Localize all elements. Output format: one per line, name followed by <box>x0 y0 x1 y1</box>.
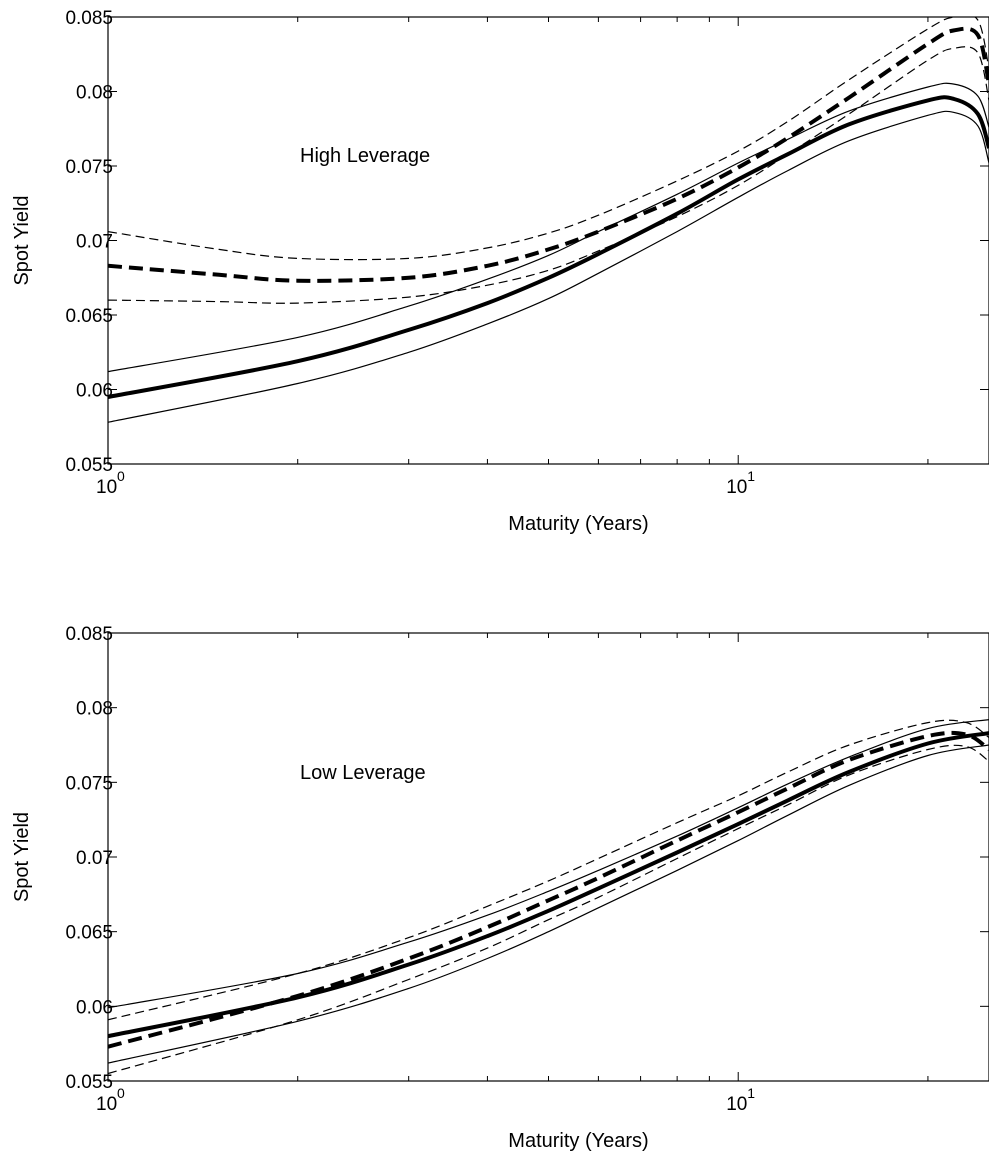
series-line-solid-thin <box>108 744 989 1064</box>
x-tick-label: 101 <box>726 468 755 498</box>
series-line-dashed-thick <box>108 730 989 1049</box>
y-tick-label: 0.075 <box>65 157 113 178</box>
y-tick-label: 0.06 <box>76 381 113 402</box>
panel-annotation: Low Leverage <box>300 762 426 784</box>
x-axis-label: Maturity (Years) <box>508 513 648 535</box>
x-axis-label: Maturity (Years) <box>508 1130 648 1152</box>
x-tick-label: 100 <box>96 1085 125 1115</box>
y-tick-label: 0.065 <box>65 306 113 327</box>
x-tick-base: 10 <box>96 477 117 498</box>
y-axis-label: Spot Yield <box>11 812 33 902</box>
series-line-dashed-thick <box>108 26 989 283</box>
series-line-solid-thick <box>108 731 989 1039</box>
y-tick-label: 0.07 <box>76 232 113 253</box>
panel-high-leverage: 0.0550.060.0650.070.0750.080.085100101Ma… <box>11 8 989 535</box>
x-tick-exponent: 1 <box>747 468 755 484</box>
x-tick-base: 10 <box>726 1094 747 1115</box>
series-line-dashed-thin <box>108 719 989 1021</box>
y-tick-label: 0.055 <box>65 1072 113 1093</box>
series-line-dashed-thin <box>108 744 989 1075</box>
series-group <box>108 719 989 1075</box>
y-axis-label: Spot Yield <box>11 195 33 285</box>
series-line-dashed-thin <box>108 17 989 261</box>
series-group <box>108 17 989 423</box>
y-tick-label: 0.055 <box>65 455 113 476</box>
series-line-solid-thin <box>108 110 989 423</box>
y-tick-label: 0.08 <box>76 83 113 104</box>
x-tick-exponent: 1 <box>747 1085 755 1101</box>
panel-low-leverage: 0.0550.060.0650.070.0750.080.085100101Ma… <box>11 624 989 1152</box>
plot-frame <box>107 16 989 465</box>
x-tick-exponent: 0 <box>117 468 125 484</box>
y-tick-label: 0.06 <box>76 997 113 1018</box>
x-tick-label: 100 <box>96 468 125 498</box>
y-tick-label: 0.07 <box>76 848 113 869</box>
y-tick-label: 0.085 <box>65 8 113 29</box>
x-tick-exponent: 0 <box>117 1085 125 1101</box>
series-line-solid-thin <box>108 719 989 1009</box>
x-tick-base: 10 <box>726 477 747 498</box>
series-line-solid-thick <box>108 95 989 399</box>
x-tick-base: 10 <box>96 1094 117 1115</box>
y-tick-label: 0.065 <box>65 923 113 944</box>
x-tick-label: 101 <box>726 1085 755 1115</box>
panel-annotation: High Leverage <box>300 145 430 167</box>
y-tick-label: 0.08 <box>76 699 113 720</box>
series-line-solid-thin <box>108 82 989 373</box>
series-line-dashed-thin <box>108 46 989 304</box>
y-tick-label: 0.085 <box>65 624 113 645</box>
y-tick-label: 0.075 <box>65 773 113 794</box>
